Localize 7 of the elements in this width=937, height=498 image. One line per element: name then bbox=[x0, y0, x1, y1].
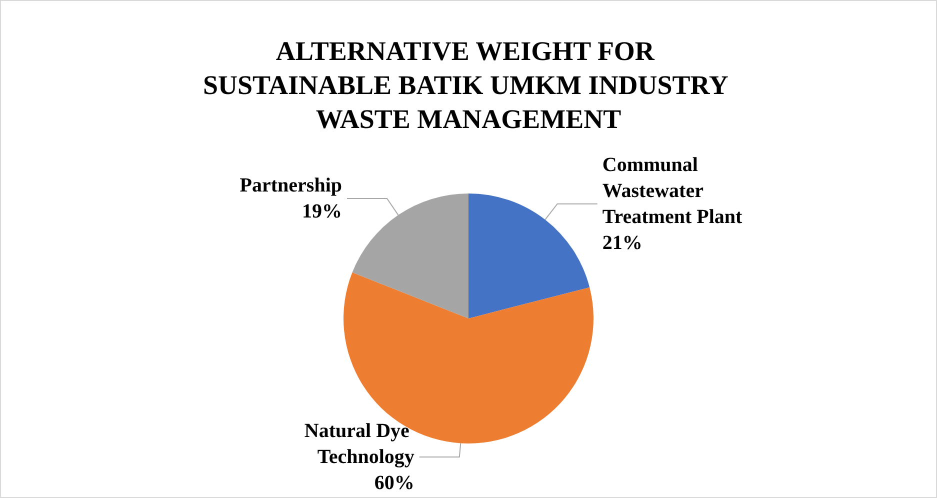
slice-label: Partnership bbox=[240, 174, 342, 197]
slice-label: Communal Wastewater Treatment Plant bbox=[602, 154, 742, 228]
data-label: 19% bbox=[302, 200, 342, 223]
data-label: 60% bbox=[374, 472, 414, 494]
data-label: 21% bbox=[602, 232, 642, 254]
slice-label: Natural Dye Technology bbox=[304, 420, 414, 468]
chart-title: ALTERNATIVE WEIGHT FOR SUSTAINABLE BATIK UMKM INDUSTRY WASTE MANAGEMENT bbox=[202, 36, 734, 134]
